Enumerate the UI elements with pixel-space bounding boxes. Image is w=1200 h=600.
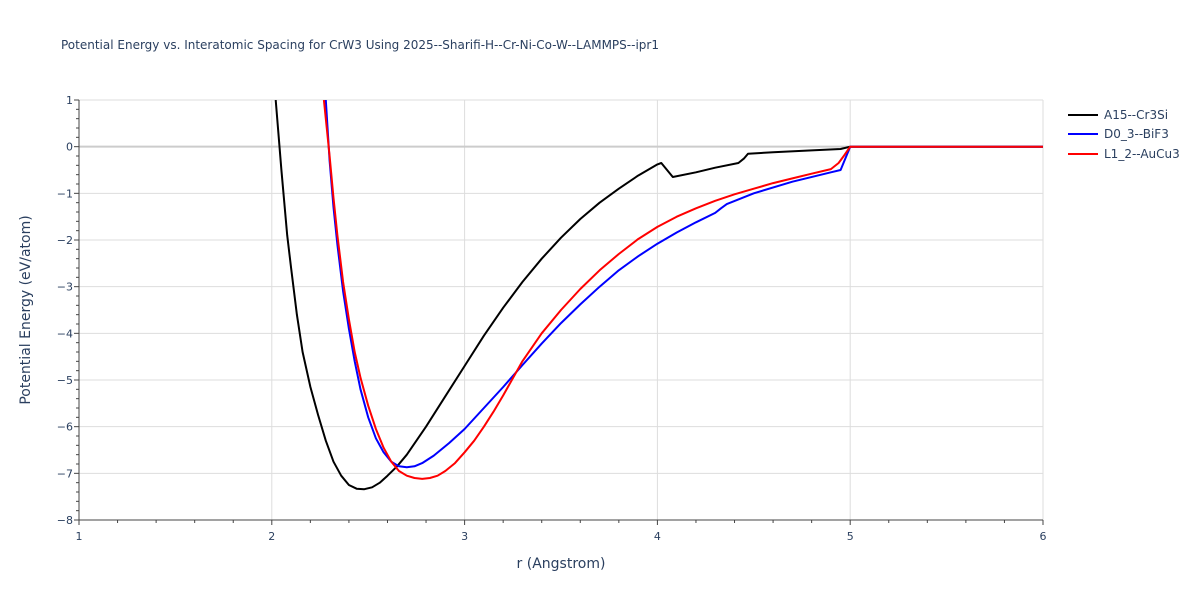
series-layer xyxy=(274,100,1043,491)
y-tick-label: −2 xyxy=(57,234,73,247)
legend-swatch-l12 xyxy=(1068,152,1098,155)
legend-item-l12[interactable]: L1_2--AuCu3 xyxy=(1068,144,1180,164)
y-tick-label: −5 xyxy=(57,374,73,387)
x-tick-label: 2 xyxy=(268,530,275,543)
legend-item-a15[interactable]: A15--Cr3Si xyxy=(1068,105,1180,125)
series-line-2[interactable] xyxy=(322,100,1043,480)
x-tick-label: 6 xyxy=(1040,530,1047,543)
y-tick-label: −8 xyxy=(57,514,73,527)
y-tick-label: −3 xyxy=(57,281,73,294)
y-tick-label: −6 xyxy=(57,421,73,434)
y-tick-label: 1 xyxy=(66,94,73,107)
legend-item-d03[interactable]: D0_3--BiF3 xyxy=(1068,125,1180,145)
y-tick-label: −7 xyxy=(57,467,73,480)
series-line-0[interactable] xyxy=(274,100,1043,491)
legend-label-l12: L1_2--AuCu3 xyxy=(1104,146,1180,161)
series-line-1[interactable] xyxy=(324,100,1043,469)
y-tick-label: 0 xyxy=(66,141,73,154)
x-tick-label: 5 xyxy=(847,530,854,543)
legend-swatch-a15 xyxy=(1068,113,1098,116)
x-axis-label: r (Angstrom) xyxy=(517,556,606,572)
axis-layer: 1 2 3 4 5 6 1 0 −1 −2 −3 −4 −5 −6 −7 −8 xyxy=(57,94,1047,543)
y-tick-label: −1 xyxy=(57,187,73,200)
x-tick-label: 4 xyxy=(654,530,661,543)
chart-title: Potential Energy vs. Interatomic Spacing… xyxy=(61,38,659,52)
y-tick-label: −4 xyxy=(57,327,73,340)
legend-swatch-d03 xyxy=(1068,133,1098,136)
legend-label-a15: A15--Cr3Si xyxy=(1104,107,1169,122)
y-axis-label: Potential Energy (eV/atom) xyxy=(18,215,34,404)
x-tick-label: 1 xyxy=(76,530,83,543)
legend-label-d03: D0_3--BiF3 xyxy=(1104,127,1169,142)
legend: A15--Cr3Si D0_3--BiF3 L1_2--AuCu3 xyxy=(1068,105,1180,164)
x-tick-label: 3 xyxy=(461,530,468,543)
